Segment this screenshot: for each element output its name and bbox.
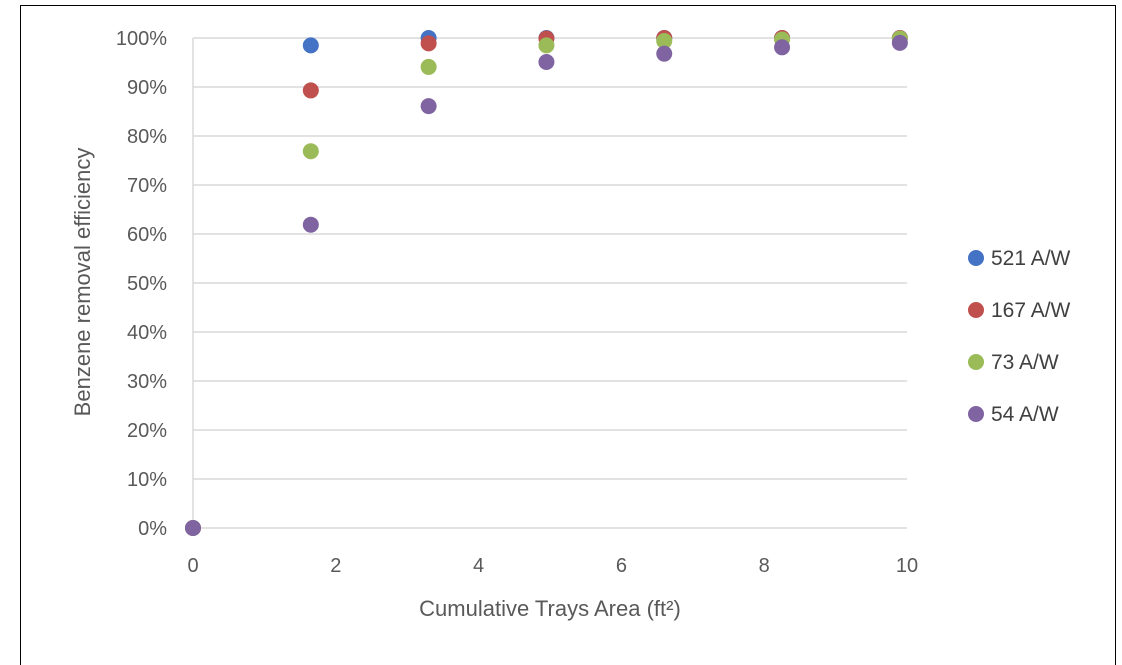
data-point: [656, 32, 673, 49]
data-point: [302, 216, 319, 233]
data-point: [538, 54, 555, 71]
legend-marker: [968, 250, 984, 266]
y-axis-title: Benzene removal efficiency: [70, 148, 95, 417]
x-tick-label: 4: [473, 555, 484, 577]
x-axis-title: Cumulative Trays Area (ft²): [419, 596, 681, 621]
data-point: [302, 143, 319, 160]
y-tick-label: 20%: [127, 420, 167, 442]
y-tick-labels: 0% 10% 20% 30% 40% 50% 60% 70% 80% 90% 100%: [116, 28, 167, 540]
y-tick-label: 100%: [116, 28, 167, 50]
grid-lines: [193, 37, 907, 480]
data-point: [420, 58, 437, 75]
data-points: [185, 30, 908, 536]
y-tick-label: 70%: [127, 175, 167, 197]
legend-label: 521 A/W: [991, 247, 1071, 270]
legend-label: 54 A/W: [991, 403, 1059, 426]
y-tick-label: 40%: [127, 322, 167, 344]
data-point: [302, 82, 319, 99]
x-tick-labels: 0 2 4 6 8 10: [187, 555, 918, 577]
data-point: [891, 34, 908, 51]
data-point: [538, 37, 555, 54]
x-tick-label: 6: [616, 555, 627, 577]
series-3: [185, 34, 908, 536]
chart-frame: [20, 5, 1116, 665]
x-tick-label: 10: [896, 555, 918, 577]
y-tick-label: 80%: [127, 126, 167, 148]
x-tick-label: 0: [187, 555, 198, 577]
legend-marker: [968, 354, 984, 370]
data-point: [302, 37, 319, 54]
y-tick-label: 60%: [127, 224, 167, 246]
y-tick-label: 30%: [127, 371, 167, 393]
data-point: [420, 98, 437, 115]
data-point: [656, 45, 673, 62]
x-tick-label: 8: [759, 555, 770, 577]
legend: 521 A/W 167 A/W 73 A/W 54 A/W: [968, 247, 1071, 426]
legend-marker: [968, 302, 984, 318]
y-tick-label: 10%: [127, 469, 167, 491]
axes: [192, 38, 907, 529]
y-tick-label: 90%: [127, 77, 167, 99]
x-tick-label: 2: [330, 555, 341, 577]
data-point: [774, 39, 791, 56]
data-point: [420, 35, 437, 52]
legend-marker: [968, 406, 984, 422]
y-tick-label: 0%: [138, 518, 167, 540]
legend-label: 167 A/W: [991, 299, 1071, 322]
y-tick-label: 50%: [127, 273, 167, 295]
data-point: [185, 520, 201, 536]
legend-label: 73 A/W: [991, 351, 1059, 374]
